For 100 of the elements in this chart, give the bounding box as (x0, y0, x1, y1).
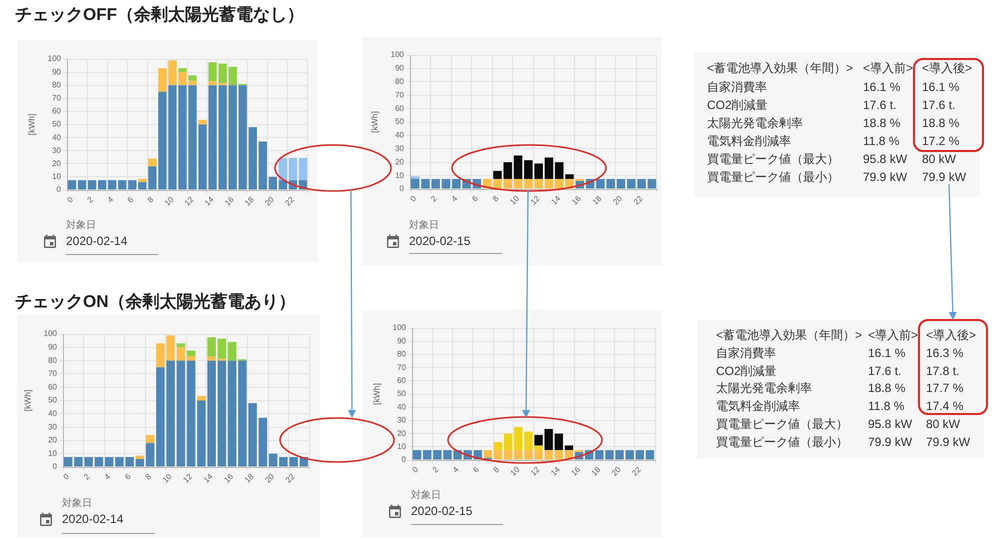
bar (504, 178, 512, 188)
x-tick-label: 18 (243, 194, 256, 208)
text: 79.9 kW (868, 435, 912, 449)
text: <蓄電池導入効果（年間）> (707, 61, 854, 75)
x-tick-label: 6 (470, 194, 480, 204)
bar (493, 170, 502, 179)
x-tick-label: 0 (62, 472, 72, 482)
bar (168, 60, 177, 86)
bar (168, 85, 177, 190)
text: 79.9 kW (922, 170, 966, 184)
text: 自家消費率 (716, 346, 776, 360)
text: 16.1 % (863, 80, 900, 94)
text: 対象日 (411, 490, 441, 501)
text: <導入後> (922, 61, 972, 75)
bar (156, 343, 165, 368)
text: 16.1 % (922, 80, 960, 94)
text: 17.7 % (926, 381, 964, 395)
y-tick-label: 60 (397, 376, 407, 386)
bar (410, 176, 420, 179)
bar (554, 162, 564, 179)
text: 2020-02-14 (62, 512, 124, 526)
x-tick-label: 6 (126, 194, 136, 205)
y-tick-label: 70 (397, 362, 407, 372)
text: <導入前> (863, 61, 914, 75)
x-tick-label: 0 (408, 194, 419, 204)
y-tick-label: 90 (48, 342, 58, 352)
y-tick-label: 50 (48, 396, 58, 405)
bar (136, 456, 144, 460)
y-tick-label: 100 (390, 50, 405, 60)
y-tick-label: 100 (44, 329, 58, 338)
bar (198, 120, 207, 124)
x-tick-label: 4 (450, 194, 460, 204)
x-tick-label: 14 (202, 472, 215, 485)
y-axis-title: [kWh] (371, 383, 382, 405)
text: 17.6 t. (863, 98, 896, 112)
x-tick-label: 20 (263, 472, 276, 485)
x-tick-label: 10 (160, 472, 174, 485)
text: 17.8 t. (926, 364, 960, 378)
x-tick-label: 2 (429, 194, 440, 204)
y-tick-label: 50 (397, 389, 407, 398)
y-tick-label: 0 (402, 455, 407, 464)
bar (188, 80, 197, 86)
y-tick-label: 90 (397, 336, 407, 346)
bar (278, 158, 288, 180)
text: 17.6 t. (922, 98, 956, 112)
bar (431, 178, 440, 188)
bar (627, 178, 636, 188)
x-tick-label: 16 (569, 464, 582, 478)
bar (186, 356, 196, 361)
bar (188, 75, 197, 81)
x-tick-label: 18 (590, 194, 604, 207)
text: 16.3 % (926, 346, 964, 360)
y-tick-label: 50 (52, 120, 62, 129)
x-tick-label: 14 (202, 194, 216, 208)
x-tick-label: 6 (471, 464, 482, 475)
y-tick-label: 20 (397, 428, 407, 438)
text: 80 kW (926, 417, 960, 431)
text: 電気料金削減率 (707, 134, 791, 148)
bar (158, 68, 167, 92)
y-tick-label: 0 (56, 185, 62, 194)
bar (176, 343, 186, 348)
y-tick-label: 100 (392, 323, 407, 332)
x-tick-label: 20 (610, 464, 623, 478)
y-tick-label: 70 (395, 90, 405, 100)
x-tick-label: 8 (146, 194, 156, 205)
x-tick-label: 18 (590, 464, 603, 478)
x-tick-label: 16 (570, 194, 584, 207)
y-tick-label: 30 (395, 144, 405, 154)
bar (148, 158, 157, 166)
text: 80 kW (922, 152, 956, 166)
y-tick-label: 20 (395, 157, 405, 166)
y-tick-label: 90 (52, 67, 62, 76)
x-tick-label: 16 (223, 194, 236, 208)
text: 18.8 % (863, 116, 900, 130)
x-tick-label: 14 (550, 194, 563, 207)
text: CO2削減量 (707, 98, 768, 112)
x-tick-label: 12 (528, 464, 542, 478)
y-tick-label: 100 (48, 54, 62, 64)
text: 17.6 t. (868, 364, 902, 378)
text: 79.9 kW (926, 435, 970, 449)
x-tick-label: 8 (144, 472, 154, 482)
text: 2020-02-15 (409, 234, 470, 248)
text: 79.9 kW (863, 170, 908, 184)
x-tick-label: 0 (410, 464, 420, 475)
y-tick-label: 80 (48, 356, 58, 365)
y-tick-label: 60 (395, 104, 405, 113)
y-tick-label: 50 (395, 117, 405, 126)
bar (554, 178, 564, 188)
y-tick-label: 80 (52, 80, 62, 90)
x-tick-label: 10 (162, 194, 176, 208)
text: 買電量ピーク値（最大） (716, 417, 848, 431)
x-tick-label: 10 (508, 464, 522, 478)
x-tick-label: 4 (106, 194, 116, 205)
bar (484, 450, 492, 458)
text: 95.8 kW (868, 417, 912, 431)
x-tick-label: 6 (123, 472, 133, 482)
x-tick-label: 2 (86, 194, 96, 205)
bar (534, 445, 543, 450)
y-tick-label: 10 (48, 448, 58, 458)
y-tick-label: 60 (48, 382, 58, 392)
